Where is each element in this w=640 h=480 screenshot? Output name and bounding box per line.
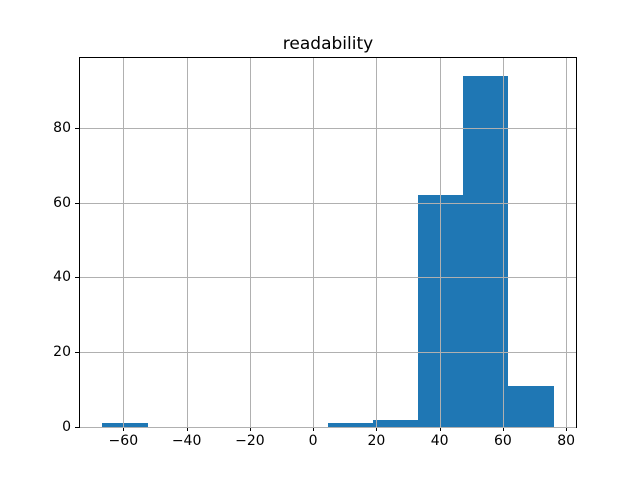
histogram-bar bbox=[508, 385, 554, 427]
y-gridline bbox=[80, 127, 576, 129]
x-tick-label: −20 bbox=[235, 433, 265, 449]
histogram-bar bbox=[418, 195, 464, 427]
x-tick-label: 20 bbox=[367, 433, 386, 449]
y-tick-label: 60 bbox=[53, 194, 71, 211]
x-tick-label: 60 bbox=[494, 433, 512, 449]
x-gridline bbox=[313, 58, 315, 427]
x-gridline bbox=[439, 58, 441, 427]
y-tick-mark bbox=[75, 427, 79, 428]
x-tick-mark bbox=[123, 427, 125, 431]
histogram-bar bbox=[373, 419, 419, 427]
y-tick-label: 40 bbox=[53, 269, 71, 286]
x-gridline bbox=[376, 58, 378, 427]
chart-title: readability bbox=[282, 34, 374, 54]
x-gridline bbox=[566, 58, 568, 427]
x-gridline bbox=[186, 58, 188, 427]
x-tick-label: −40 bbox=[171, 433, 202, 449]
x-tick-mark bbox=[186, 427, 188, 431]
y-tick-mark bbox=[75, 277, 79, 279]
y-tick-mark bbox=[75, 127, 79, 129]
y-tick-label: 0 bbox=[62, 419, 71, 435]
y-gridline bbox=[80, 352, 576, 354]
x-tick-label: 80 bbox=[557, 433, 576, 449]
x-tick-label: −60 bbox=[108, 433, 139, 449]
x-gridline bbox=[123, 58, 125, 427]
y-gridline bbox=[80, 202, 576, 204]
histogram-bar bbox=[463, 75, 509, 427]
x-tick-mark bbox=[313, 427, 315, 431]
y-gridline bbox=[80, 427, 576, 428]
x-gridline bbox=[502, 58, 504, 427]
y-tick-label: 80 bbox=[53, 119, 71, 136]
y-tick-mark bbox=[75, 352, 79, 354]
x-tick-mark bbox=[376, 427, 378, 431]
x-tick-label: 40 bbox=[430, 433, 449, 449]
x-tick-label: 0 bbox=[308, 433, 318, 449]
x-tick-mark bbox=[502, 427, 504, 431]
histogram-bar bbox=[328, 423, 374, 427]
x-tick-mark bbox=[249, 427, 251, 431]
histogram-bar bbox=[102, 423, 148, 427]
x-tick-mark bbox=[566, 427, 568, 431]
y-tick-mark bbox=[75, 202, 79, 204]
plot-area bbox=[79, 57, 577, 428]
y-gridline bbox=[80, 277, 576, 279]
x-gridline bbox=[249, 58, 251, 427]
x-tick-mark bbox=[439, 427, 441, 431]
y-tick-label: 20 bbox=[53, 344, 71, 361]
